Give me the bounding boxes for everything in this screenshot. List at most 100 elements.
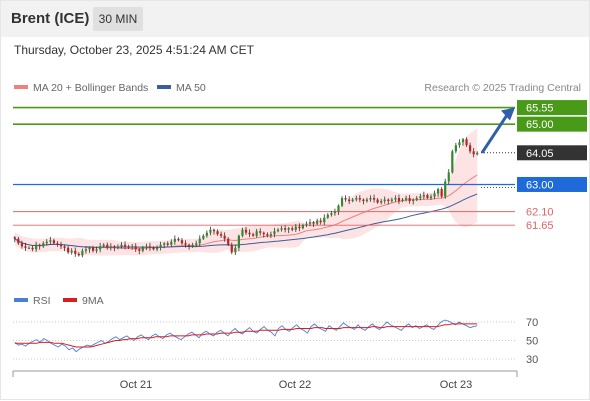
legend-swatch-rsi-ma bbox=[63, 298, 77, 302]
candle-body bbox=[237, 235, 240, 248]
candle-body bbox=[184, 243, 187, 245]
candle-body bbox=[20, 243, 23, 247]
candle-body bbox=[316, 220, 319, 224]
candle-body bbox=[387, 199, 390, 202]
candle-body bbox=[301, 225, 305, 229]
candle-body bbox=[59, 244, 63, 247]
candle-body bbox=[415, 198, 418, 200]
candle-body bbox=[24, 246, 27, 248]
candle-body bbox=[166, 243, 169, 245]
candle-body bbox=[319, 220, 322, 223]
legend-swatch-ma50 bbox=[157, 85, 171, 89]
candle-body bbox=[465, 139, 468, 146]
candle-body bbox=[31, 247, 34, 250]
candle-body bbox=[152, 247, 155, 250]
last-price-label: 64.05 bbox=[526, 148, 554, 160]
candle-body bbox=[187, 244, 191, 247]
x-tick-label: Oct 21 bbox=[120, 379, 152, 391]
header-bar: Brent (ICE) 30 MIN bbox=[1, 1, 589, 37]
rsi-tick-label: 50 bbox=[526, 336, 538, 348]
candle-body bbox=[170, 241, 173, 245]
candle-body bbox=[141, 247, 144, 251]
candle-body bbox=[337, 205, 340, 212]
candle-body bbox=[145, 246, 148, 248]
candle-body bbox=[326, 214, 329, 218]
candle-body bbox=[340, 198, 344, 206]
candle-body bbox=[365, 199, 369, 202]
timeframe-badge[interactable]: 30 MIN bbox=[93, 7, 143, 31]
candle-body bbox=[45, 241, 48, 244]
candle-body bbox=[195, 243, 198, 245]
candle-body bbox=[223, 235, 226, 239]
candle-body bbox=[155, 247, 159, 250]
candle-body bbox=[255, 231, 258, 236]
rsi-ma-line bbox=[14, 323, 478, 348]
legend-swatch-ma20 bbox=[14, 85, 28, 89]
support-label-5: 61.65 bbox=[526, 220, 554, 232]
candle-body bbox=[383, 199, 386, 202]
candle-body bbox=[109, 246, 112, 248]
candle-body bbox=[404, 198, 408, 200]
candle-body bbox=[106, 244, 109, 248]
candle-body bbox=[358, 198, 361, 200]
instrument-title: Brent (ICE) bbox=[11, 10, 90, 27]
candle-body bbox=[159, 244, 162, 248]
candle-body bbox=[447, 172, 450, 182]
candle-body bbox=[123, 244, 127, 247]
candle-body bbox=[454, 145, 457, 152]
resistance-label-1: 65.00 bbox=[526, 119, 554, 131]
candle-body bbox=[323, 217, 326, 223]
candle-body bbox=[212, 229, 216, 232]
candle-body bbox=[74, 250, 77, 254]
candle-body bbox=[291, 228, 294, 230]
candle-body bbox=[429, 196, 433, 199]
candle-body bbox=[230, 244, 233, 253]
candle-body bbox=[52, 240, 56, 244]
candle-body bbox=[333, 211, 337, 214]
candle-body bbox=[42, 243, 45, 247]
timestamp: Thursday, October 23, 2025 4:51:24 AM CE… bbox=[14, 43, 254, 57]
candle-body bbox=[294, 226, 297, 230]
bollinger-band-fill bbox=[14, 128, 478, 256]
candle-body bbox=[394, 198, 397, 200]
resistance-label-0: 65.55 bbox=[526, 103, 554, 115]
candle-body bbox=[113, 246, 116, 248]
candle-body bbox=[451, 151, 454, 173]
support-label-4: 62.10 bbox=[526, 207, 554, 219]
candle-body bbox=[27, 247, 31, 249]
candle-body bbox=[191, 244, 194, 247]
rsi-tick-label: 70 bbox=[526, 317, 538, 329]
forecast-arrow-shaft bbox=[480, 112, 510, 154]
candle-body bbox=[458, 142, 461, 146]
candle-body bbox=[461, 139, 465, 143]
candle-body bbox=[280, 228, 283, 230]
rsi-line bbox=[14, 319, 478, 353]
main-legend: MA 20 + Bollinger Bands MA 50 Research ©… bbox=[14, 82, 581, 94]
candle-body bbox=[273, 231, 276, 235]
pivot-tag bbox=[517, 176, 587, 192]
x-tick-label: Oct 23 bbox=[440, 379, 472, 391]
candle-body bbox=[173, 238, 176, 242]
candle-body bbox=[330, 213, 333, 215]
candle-body bbox=[67, 247, 70, 253]
candle-body bbox=[198, 238, 201, 244]
candles bbox=[13, 137, 479, 258]
ma50-line bbox=[14, 193, 478, 248]
candle-body bbox=[298, 226, 301, 229]
candle-body bbox=[259, 231, 262, 233]
candle-body bbox=[369, 198, 372, 200]
candle-body bbox=[372, 198, 376, 200]
candle-body bbox=[305, 223, 308, 226]
candle-body bbox=[177, 238, 180, 241]
candle-body bbox=[287, 228, 290, 230]
candle-body bbox=[205, 232, 208, 236]
rsi-panel: 70 50 30 bbox=[13, 317, 538, 366]
candle-body bbox=[116, 246, 120, 248]
x-tick-label: Oct 22 bbox=[279, 379, 311, 391]
candle-body bbox=[348, 199, 351, 202]
candle-body bbox=[408, 198, 411, 202]
candle-body bbox=[35, 244, 38, 250]
candle-body bbox=[99, 246, 102, 250]
candle-body bbox=[70, 250, 73, 253]
candle-body bbox=[433, 193, 436, 197]
